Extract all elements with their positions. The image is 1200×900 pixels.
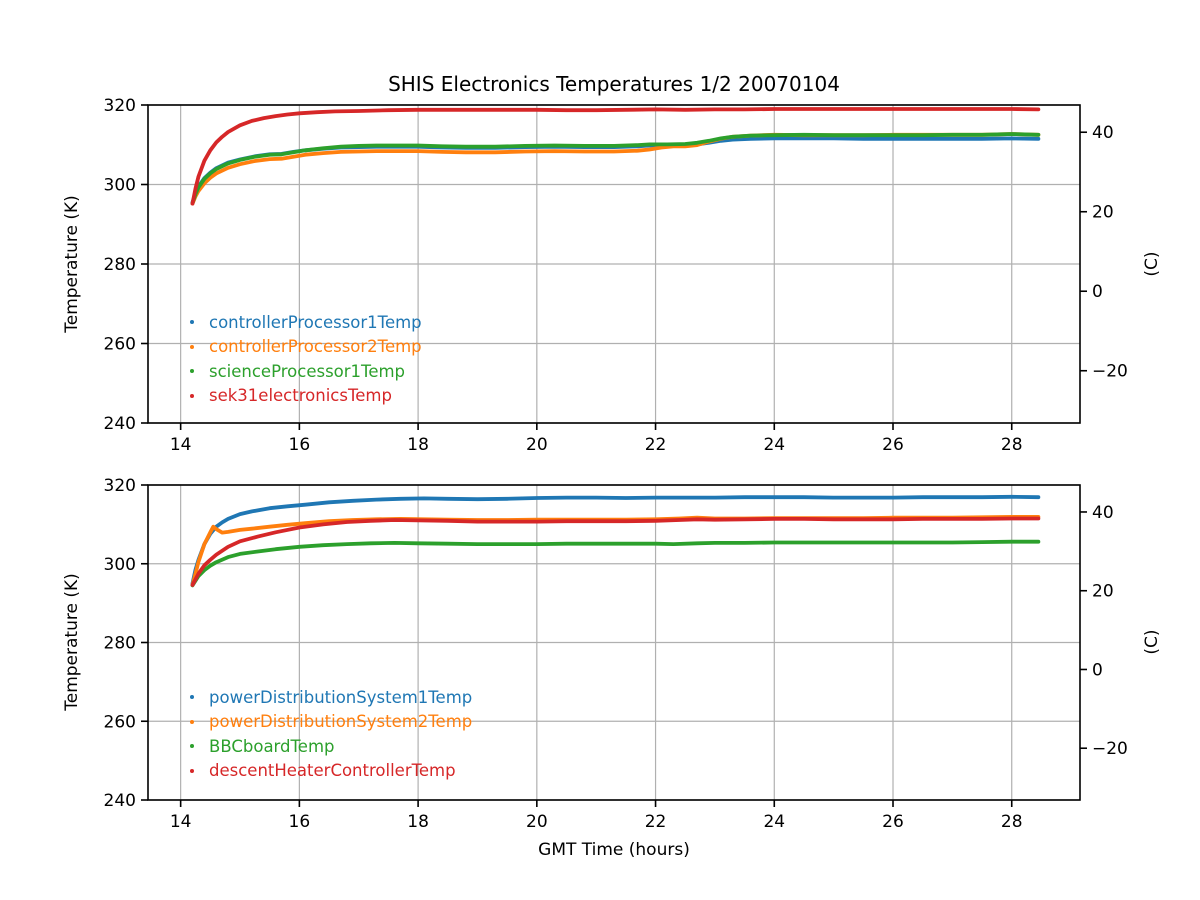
x-tick-label: 24 [763,435,785,455]
legend-label: sek31electronicsTemp [209,386,392,406]
legend-label: controllerProcessor2Temp [209,337,422,357]
legend-label: powerDistributionSystem2Temp [209,712,473,732]
legend-item-scienceProcessor1Temp: scienceProcessor1Temp [183,359,422,384]
y-right-tick-label: 0 [1092,282,1103,302]
legend-label: descentHeaterControllerTemp [209,761,456,781]
legend-label: BBCboardTemp [209,736,335,756]
x-tick-label: 20 [526,812,548,832]
y-right-tick-label: 20 [1092,582,1114,602]
y-axis-label-bottom: Temperature (K) [62,573,82,711]
x-tick-label: 28 [1001,435,1023,455]
legend-dot-icon [190,768,194,773]
y-tick-label: 240 [104,791,136,811]
legend-dot-icon [190,695,194,700]
x-tick-label: 28 [1001,812,1023,832]
legend-item-descentHeaterControllerTemp: descentHeaterControllerTemp [183,759,472,784]
y-tick-label: 260 [104,712,136,732]
y-tick-label: 280 [104,255,136,275]
x-tick-label: 14 [170,812,192,832]
x-tick-label: 26 [882,812,904,832]
legend-top-plot: controllerProcessor1Temp controllerProces… [183,310,422,408]
x-tick-label: 18 [407,812,429,832]
y-tick-label: 320 [104,96,136,116]
y-axis-right-label-bottom: (C) [1142,629,1162,655]
legend-bottom-plot: powerDistributionSystem1Temp powerDistrib… [183,685,472,783]
legend-label: scienceProcessor1Temp [209,361,406,381]
y-right-tick-label: 0 [1092,660,1103,680]
x-tick-label: 22 [645,812,667,832]
y-tick-label: 240 [104,414,136,434]
legend-item-controllerProcessor1Temp: controllerProcessor1Temp [183,310,422,335]
y-right-tick-label: −20 [1092,362,1128,382]
x-tick-label: 20 [526,435,548,455]
x-tick-label: 16 [289,812,311,832]
y-right-tick-label: 40 [1092,503,1114,523]
y-right-tick-label: 40 [1092,123,1114,143]
series-line-powerDistributionSystem2Temp [190,515,1041,587]
y-right-tick-label: −20 [1092,739,1128,759]
legend-item-BBCboardTemp: BBCboardTemp [183,734,472,759]
x-tick-label: 22 [645,435,667,455]
bottom-plot-area: 14 16 18 20 22 24 26 28 240 260 280 300 320 −20 0 20 40 [104,476,1128,832]
x-tick-label: 24 [763,812,785,832]
legend-dot-icon [190,344,194,349]
legend-dot-icon [190,744,194,749]
y-tick-label: 260 [104,335,136,355]
x-tick-label: 18 [407,435,429,455]
y-tick-label: 300 [104,176,136,196]
top-plot-area: 14 16 18 20 22 24 26 28 240 260 280 300 320 −20 0 20 40 [104,96,1128,455]
legend-label: controllerProcessor1Temp [209,312,422,332]
y-axis-label-top: Temperature (K) [62,195,82,333]
series-line-sek31electronicsTemp [190,107,1041,206]
x-tick-label: 14 [170,435,192,455]
y-tick-label: 300 [104,555,136,575]
series-line-BBCboardTemp [190,539,1041,588]
series-line-scienceProcessor1Temp [190,132,1041,206]
legend-dot-icon [190,719,194,724]
legend-dot-icon [190,369,194,374]
y-tick-label: 280 [104,634,136,654]
x-axis-label: GMT Time (hours) [538,840,690,860]
legend-item-powerDistributionSystem1Temp: powerDistributionSystem1Temp [183,685,472,710]
legend-dot-icon [190,393,194,398]
legend-item-controllerProcessor2Temp: controllerProcessor2Temp [183,335,422,360]
x-tick-label: 26 [882,435,904,455]
y-tick-label: 320 [104,476,136,496]
legend-item-powerDistributionSystem2Temp: powerDistributionSystem2Temp [183,710,472,735]
legend-label: powerDistributionSystem1Temp [209,687,473,707]
y-right-tick-label: 20 [1092,203,1114,223]
legend-item-sek31electronicsTemp: sek31electronicsTemp [183,384,422,409]
legend-dot-icon [190,320,194,325]
y-axis-right-label-top: (C) [1142,251,1162,277]
chart-title: SHIS Electronics Temperatures 1/2 200701… [388,72,840,96]
x-tick-label: 16 [289,435,311,455]
series-line-descentHeaterControllerTemp [190,516,1041,587]
series-line-powerDistributionSystem1Temp [190,494,1041,586]
